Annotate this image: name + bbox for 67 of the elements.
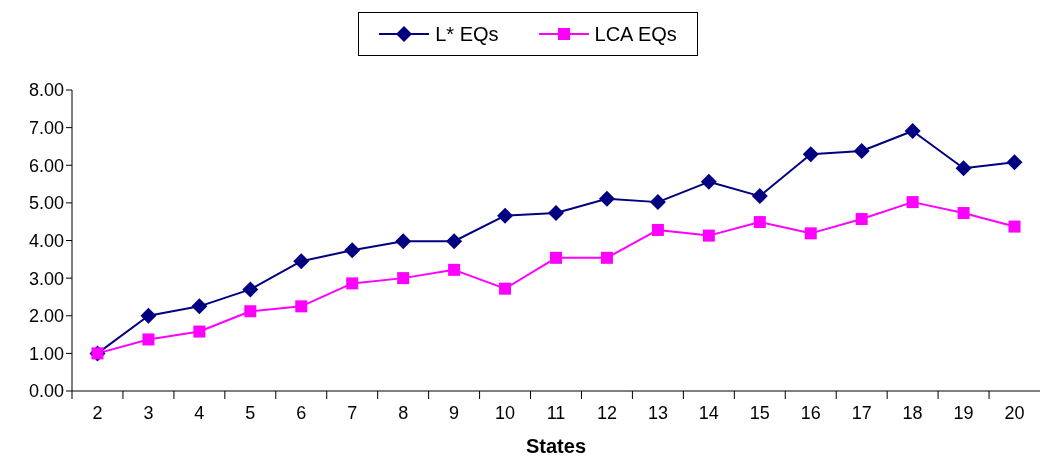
point	[448, 263, 461, 276]
x-tick-label: 5	[245, 403, 256, 423]
x-axis-title: States	[525, 435, 587, 457]
x-tick-label: 13	[647, 403, 668, 423]
x-tick-label: 4	[194, 403, 205, 423]
y-tick-label: 5.00	[28, 193, 64, 214]
x-tick-label: 17	[851, 403, 872, 423]
point	[397, 272, 410, 285]
legend-label: LCA EQs	[594, 22, 677, 46]
y-tick-label: 6.00	[28, 155, 64, 176]
point	[906, 196, 919, 209]
point	[753, 216, 766, 229]
x-tick-label: 10	[495, 403, 516, 423]
point	[142, 333, 155, 346]
y-tick-label: 7.00	[28, 118, 64, 139]
x-tick-label: 16	[800, 403, 821, 423]
point	[855, 213, 868, 226]
point	[293, 253, 310, 270]
x-tick-label: 7	[347, 403, 358, 423]
point	[600, 251, 613, 264]
point	[346, 277, 359, 290]
x-tick-label: 20	[1004, 403, 1025, 423]
x-tick-label: 2	[92, 403, 103, 423]
point	[242, 281, 259, 298]
point	[853, 142, 870, 159]
point	[751, 188, 768, 205]
point	[802, 146, 819, 163]
point	[804, 227, 817, 240]
y-tick-label: 0.00	[28, 381, 64, 402]
point	[191, 298, 208, 315]
x-tick-label: 12	[596, 403, 617, 423]
point	[955, 160, 972, 177]
point	[702, 229, 715, 242]
point	[497, 207, 514, 224]
point	[499, 282, 512, 295]
point	[1008, 220, 1021, 233]
point	[244, 305, 257, 318]
y-tick-label: 8.00	[28, 80, 64, 101]
point	[649, 194, 666, 211]
y-tick-label: 2.00	[28, 306, 64, 327]
x-tick-label: 3	[143, 403, 154, 423]
point	[395, 233, 412, 250]
point	[193, 325, 206, 338]
y-tick-label: 3.00	[28, 268, 64, 289]
y-tick-label: 4.00	[28, 230, 64, 251]
point	[446, 233, 463, 250]
point	[344, 242, 361, 259]
x-tick-label: 18	[902, 403, 923, 423]
legend-label: L* EQs	[435, 22, 499, 46]
x-tick-label: 6	[296, 403, 307, 423]
x-tick-label: 19	[953, 403, 974, 423]
point	[651, 223, 664, 236]
x-tick-label: 9	[449, 403, 460, 423]
y-tick-label: 1.00	[28, 343, 64, 364]
point	[957, 207, 970, 220]
x-tick-label: 15	[749, 403, 770, 423]
x-tick-label: 8	[398, 403, 409, 423]
point	[904, 123, 921, 140]
point	[700, 173, 717, 190]
point	[548, 205, 564, 222]
point	[1006, 154, 1023, 171]
x-tick-label: 11	[546, 403, 566, 423]
x-tick-label: 14	[698, 403, 719, 423]
point	[295, 300, 308, 313]
point	[140, 307, 157, 324]
point	[598, 190, 615, 207]
point	[550, 251, 562, 264]
